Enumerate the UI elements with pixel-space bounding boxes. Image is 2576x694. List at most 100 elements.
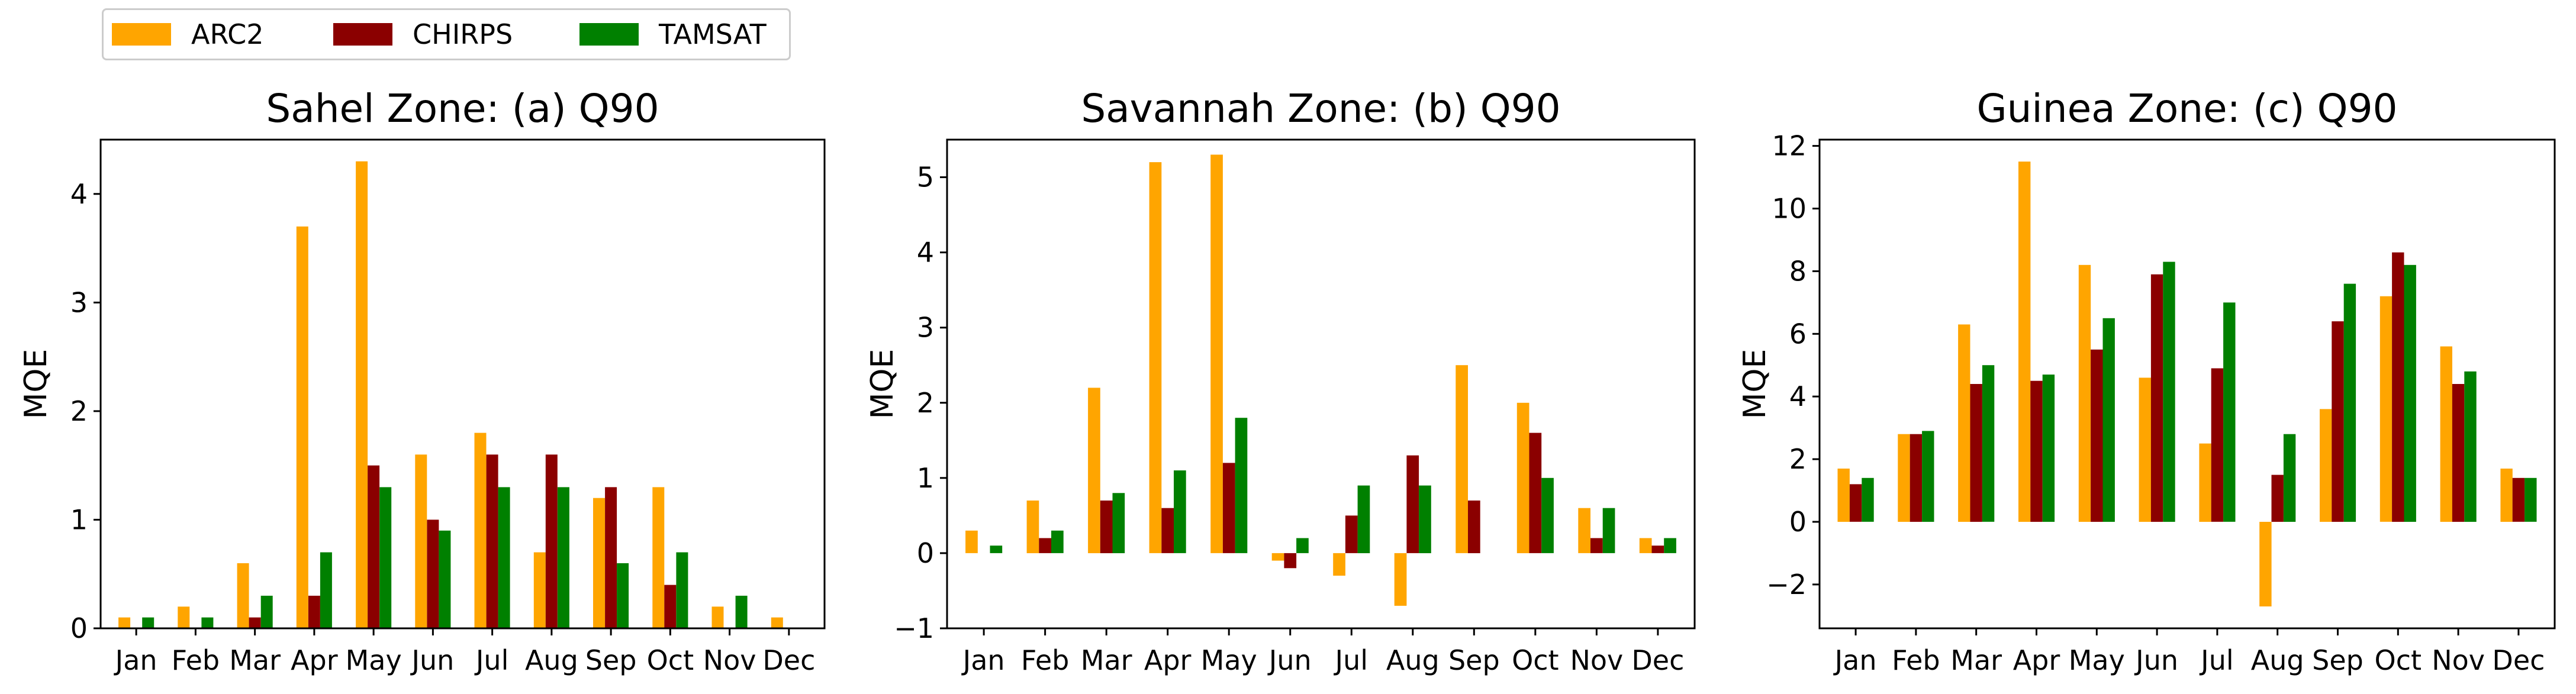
legend-item-chirps: CHIRPS <box>333 10 513 59</box>
bar-chirps-may <box>2091 349 2103 522</box>
bar-chirps-jul <box>1345 515 1358 553</box>
x-tick-label-aug: Aug <box>1386 644 1440 676</box>
legend-swatch-tamsat <box>579 23 639 46</box>
bar-chirps-oct <box>664 585 677 628</box>
bar-tamsat-jun <box>439 530 451 628</box>
x-tick-label-jul: Jul <box>474 644 509 676</box>
x-tick-label-may: May <box>1201 644 1257 676</box>
bar-tamsat-mar <box>1982 365 1995 522</box>
bar-tamsat-jul <box>2223 302 2236 522</box>
bar-chirps-oct <box>2392 252 2404 522</box>
bar-chirps-sep <box>1468 501 1480 553</box>
bar-chirps-may <box>1222 463 1235 553</box>
x-tick-label-oct: Oct <box>647 644 694 676</box>
y-axis-label: MQE <box>18 349 54 419</box>
bar-arc2-sep <box>2320 409 2332 522</box>
bar-chirps-feb <box>1910 434 1923 522</box>
bar-arc2-aug <box>1394 553 1407 606</box>
bar-arc2-may <box>1210 154 1223 553</box>
x-tick-label-mar: Mar <box>1081 644 1132 676</box>
bar-tamsat-feb <box>1922 431 1934 522</box>
bar-arc2-mar <box>237 563 249 628</box>
chart-title: Sahel Zone: (a) Q90 <box>266 86 659 131</box>
legend: ARC2 CHIRPS TAMSAT <box>102 8 791 60</box>
bar-arc2-jul <box>1333 553 1345 576</box>
bar-tamsat-may <box>379 487 392 628</box>
bar-tamsat-oct <box>1541 477 1554 553</box>
bar-chirps-aug <box>2271 474 2284 522</box>
x-tick-label-jun: Jun <box>2134 644 2178 676</box>
bar-arc2-dec <box>1639 538 1652 553</box>
y-tick-label: 2 <box>917 387 934 419</box>
bar-chirps-dec <box>2512 477 2525 522</box>
bar-arc2-jul <box>2199 443 2211 522</box>
bar-arc2-aug <box>2259 522 2272 606</box>
x-tick-label-sep: Sep <box>1448 644 1500 676</box>
bar-chirps-may <box>368 465 380 628</box>
y-tick-label: 2 <box>1789 443 1807 475</box>
bar-chirps-jun <box>2150 274 2163 522</box>
bar-arc2-oct <box>2379 296 2393 522</box>
y-tick-label: 0 <box>1789 506 1807 538</box>
x-tick-label-aug: Aug <box>2251 644 2304 676</box>
bar-tamsat-oct <box>2404 264 2416 522</box>
bar-arc2-mar <box>1958 324 1970 522</box>
bar-tamsat-nov <box>735 595 748 628</box>
bar-arc2-jun <box>1271 553 1284 561</box>
bar-tamsat-sep <box>617 563 629 628</box>
bar-tamsat-mar <box>260 595 273 628</box>
bar-tamsat-sep <box>2343 283 2356 522</box>
bar-tamsat-oct <box>676 552 688 628</box>
bar-arc2-jan <box>118 617 131 628</box>
x-tick-label-sep: Sep <box>2312 644 2364 676</box>
bar-tamsat-feb <box>1051 530 1064 553</box>
bar-tamsat-jul <box>1357 485 1370 553</box>
x-tick-label-apr: Apr <box>291 644 338 676</box>
legend-label-chirps: CHIRPS <box>413 18 513 50</box>
bar-tamsat-aug <box>557 487 569 628</box>
x-tick-label-nov: Nov <box>703 644 756 676</box>
x-tick-label-jun: Jun <box>1267 644 1312 676</box>
y-tick-label: −1 <box>894 612 934 644</box>
bar-tamsat-nov <box>2464 371 2477 522</box>
bar-chirps-apr <box>308 595 320 628</box>
bar-chirps-dec <box>1651 545 1664 553</box>
bar-tamsat-jan <box>990 545 1003 553</box>
bar-arc2-jan <box>965 530 978 553</box>
bar-tamsat-apr <box>2042 375 2055 522</box>
y-tick-label: 0 <box>70 612 88 644</box>
bar-chirps-mar <box>1970 384 1982 522</box>
bar-tamsat-jan <box>142 617 154 628</box>
legend-item-tamsat: TAMSAT <box>579 10 767 59</box>
bar-chirps-aug <box>545 454 558 628</box>
bar-arc2-oct <box>1516 402 1530 553</box>
x-tick-label-jul: Jul <box>2199 644 2234 676</box>
x-tick-label-jun: Jun <box>410 644 454 676</box>
y-axis-label: MQE <box>1737 349 1773 419</box>
bar-chirps-feb <box>1039 538 1051 553</box>
bar-arc2-sep <box>1456 365 1468 553</box>
bar-tamsat-apr <box>320 552 332 628</box>
plot-frame <box>1818 138 2556 630</box>
bar-chirps-apr <box>1161 508 1174 553</box>
bar-chirps-jun <box>427 519 439 628</box>
bar-tamsat-jun <box>2163 262 2175 522</box>
bar-arc2-feb <box>178 606 190 628</box>
x-tick-label-mar: Mar <box>229 644 281 676</box>
y-tick-label: 1 <box>917 462 934 494</box>
bar-arc2-mar <box>1088 388 1100 553</box>
bar-tamsat-feb <box>201 617 214 628</box>
x-tick-label-apr: Apr <box>1144 644 1192 676</box>
chart-title: Guinea Zone: (c) Q90 <box>1976 86 2397 131</box>
plot-frame <box>99 138 826 630</box>
bar-chirps-jan <box>1849 484 1862 522</box>
bar-chirps-jul <box>2211 368 2224 522</box>
x-tick-label-may: May <box>346 644 402 676</box>
bar-tamsat-dec <box>2525 477 2537 522</box>
x-tick-label-may: May <box>2069 644 2125 676</box>
bar-tamsat-aug <box>2283 434 2296 522</box>
x-tick-label-nov: Nov <box>1570 644 1623 676</box>
chart-title: Savannah Zone: (b) Q90 <box>1081 86 1560 131</box>
bar-arc2-jun <box>415 454 427 628</box>
x-tick-label-feb: Feb <box>172 644 220 676</box>
